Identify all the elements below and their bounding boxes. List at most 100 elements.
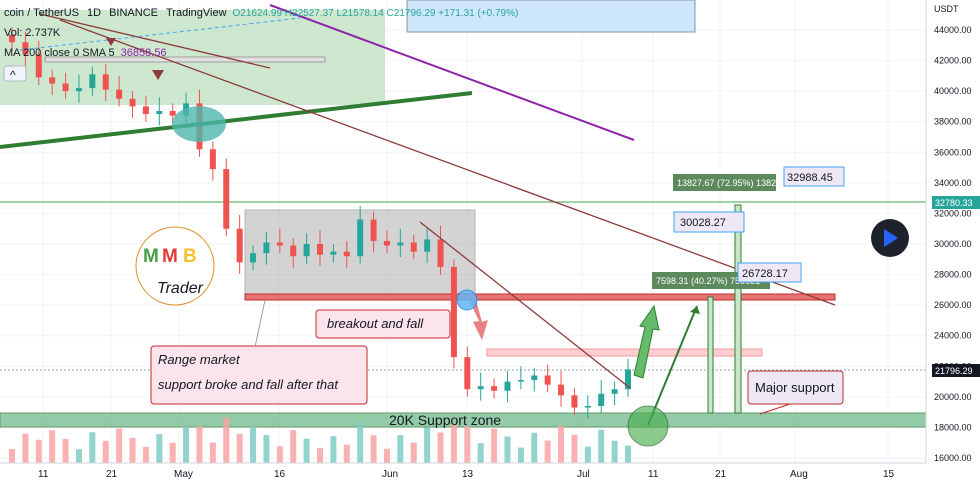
svg-text:Range market: Range market (158, 352, 241, 367)
candles (9, 26, 631, 420)
price-tick: 30000.00 (934, 239, 972, 249)
volume-bar (437, 432, 444, 463)
volume-bar (223, 417, 230, 463)
volume-bar (531, 432, 538, 463)
candle (89, 66, 96, 96)
svg-text:support broke and fall after t: support broke and fall after that (158, 377, 339, 392)
top-left-band (44, 56, 326, 63)
target-label-1: 32988.45 (783, 166, 845, 187)
volume-bars (9, 417, 631, 463)
breakout-circle (456, 289, 478, 311)
volume-bar (156, 434, 163, 463)
candle (450, 259, 457, 369)
candle (209, 141, 216, 181)
candle (317, 230, 323, 267)
volume-bar (343, 444, 350, 463)
top-circle (172, 106, 226, 142)
down-marker-2 (152, 70, 164, 80)
svg-text:32780.33: 32780.33 (935, 198, 973, 208)
candle (464, 346, 471, 397)
candle (424, 228, 431, 264)
price-scale[interactable]: USDT 44000.00 42000.00 40000.00 38000.00 3600… (925, 0, 980, 481)
volume-bar (263, 435, 270, 463)
down-trendline-long (59, 19, 836, 306)
svg-text:M: M (143, 246, 159, 267)
price-tick: 42000.00 (934, 56, 972, 66)
candle (410, 234, 417, 260)
candle (290, 237, 297, 268)
volume-bar (611, 440, 618, 463)
projection-line (647, 305, 698, 426)
price-tick: 38000.00 (934, 117, 972, 127)
candle (250, 245, 257, 270)
svg-text:30028.27: 30028.27 (680, 217, 726, 229)
volume-bar (9, 448, 15, 463)
time-tick: 21 (715, 469, 727, 480)
time-tick: 13 (462, 469, 474, 480)
volume-bar (544, 440, 551, 463)
volume-bar (517, 447, 524, 463)
time-scale[interactable]: 11 21 May 16 Jun 13 Jul 11 21 Aug 15 (0, 462, 926, 481)
candle (397, 228, 404, 257)
svg-text:21796.29: 21796.29 (935, 366, 973, 376)
time-tick: 16 (274, 469, 286, 480)
time-tick: 15 (883, 469, 895, 480)
vol-label: Vol: 2.737K (4, 27, 61, 39)
price-tick: 16000.00 (934, 453, 972, 463)
volume-bar (89, 432, 96, 463)
volume-bar (317, 448, 323, 463)
svg-text:^: ^ (10, 68, 16, 82)
candle (303, 233, 310, 264)
candle (357, 205, 364, 264)
green-up-arrow (633, 304, 660, 379)
play-button[interactable] (871, 219, 909, 257)
candle (625, 358, 631, 397)
candle (330, 244, 337, 263)
projection-arrow-head (690, 306, 700, 314)
candle (571, 387, 578, 416)
candle (437, 225, 444, 275)
candle (370, 211, 377, 253)
price-tick: 34000.00 (934, 178, 972, 188)
collapse-button[interactable]: ^ (3, 65, 27, 82)
price-tick: 24000.00 (934, 331, 972, 341)
currency-label: USDT (934, 4, 959, 14)
candle (236, 214, 243, 274)
measure-bar-1 (734, 204, 742, 414)
volume-bar (330, 436, 337, 463)
price-tick: 32000.00 (934, 208, 972, 218)
candle (263, 231, 270, 265)
volume-bar (303, 438, 310, 463)
down-marker-1 (106, 38, 116, 46)
time-tick: Jun (382, 469, 398, 480)
volume-bar (169, 442, 176, 463)
ma-200-line-segment (269, 4, 635, 141)
support-zone-label: 20K Support zone (389, 412, 501, 428)
svg-text:26728.17: 26728.17 (742, 268, 788, 280)
target-label-3: 26728.17 (737, 262, 802, 283)
price-tick: 28000.00 (934, 270, 972, 280)
volume-bar (196, 426, 203, 463)
time-scale-bg (0, 463, 926, 481)
candle (504, 370, 511, 403)
candle (129, 91, 136, 118)
volume-bar (62, 438, 69, 463)
price-tag-last: 21796.29 (932, 364, 980, 377)
svg-text:Major support: Major support (755, 380, 835, 395)
svg-text:B: B (183, 246, 197, 267)
volume-bar (424, 427, 431, 463)
price-tick: 26000.00 (934, 300, 972, 310)
volume-bar (598, 429, 605, 463)
candle (22, 31, 29, 66)
volume-bar (142, 446, 149, 463)
volume-bar (102, 440, 109, 463)
svg-text:M: M (162, 246, 178, 267)
volume-bar (236, 433, 243, 463)
volume-bar (49, 430, 56, 463)
volume-bar (504, 436, 511, 463)
breakout-callout: breakout and fall (315, 309, 451, 339)
dashed-blue-line (19, 17, 301, 51)
svg-text:7598.31 (40.27%) 759831: 7598.31 (40.27%) 759831 (656, 276, 760, 286)
